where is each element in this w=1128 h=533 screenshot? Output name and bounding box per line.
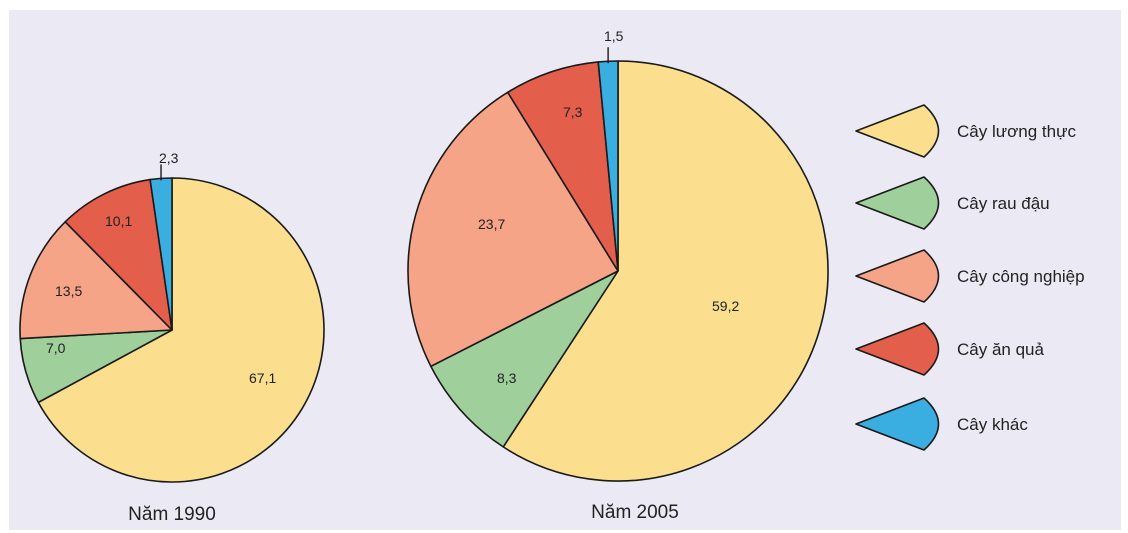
legend-swatch-cay-rau-dau — [855, 176, 940, 230]
legend-item-cay-an-qua: Cây ăn quả — [855, 322, 1044, 376]
legend-label-cay-rau-dau: Cây rau đậu — [957, 194, 1050, 213]
pie-slice-cay-rau-dau — [430, 270, 619, 448]
legend-label-cay-an-qua: Cây ăn quả — [957, 340, 1044, 359]
legend-swatch-cay-an-qua — [855, 322, 940, 376]
value-label-cay-luong-thuc: 59,2 — [712, 298, 739, 314]
value-label-cay-cong-nghiep: 13,5 — [55, 283, 82, 299]
pie-slice-cay-luong-thuc — [37, 177, 325, 483]
value-label-cay-an-qua: 10,1 — [105, 213, 132, 229]
legend: Cây lương thực Cây rau đậu Cây công nghiệp… — [855, 104, 1085, 451]
pie-slice-cay-an-qua — [64, 178, 173, 331]
pie-slice-cay-luong-thuc — [502, 60, 829, 482]
year-label: Năm 2005 — [591, 502, 679, 523]
legend-item-cay-luong-thuc: Cây lương thực — [855, 104, 1076, 158]
value-label-cay-rau-dau: 8,3 — [497, 370, 517, 386]
value-label-cay-an-qua: 7,3 — [563, 104, 583, 120]
value-label-cay-khac: 1,5 — [604, 28, 624, 44]
legend-swatch-cay-cong-nghiep — [855, 249, 940, 303]
legend-label-cay-khac: Cây khác — [957, 415, 1028, 434]
legend-label-cay-cong-nghiep: Cây công nghiệp — [957, 267, 1085, 286]
legend-item-cay-khac: Cây khác — [855, 397, 1028, 451]
value-label-cay-khac: 2,3 — [159, 150, 179, 166]
legend-item-cay-rau-dau: Cây rau đậu — [855, 176, 1050, 230]
pie-slice-cay-cong-nghiep — [407, 91, 619, 368]
pie-slice-cay-cong-nghiep — [19, 221, 173, 340]
legend-item-cay-cong-nghiep: Cây công nghiệp — [855, 249, 1085, 303]
legend-swatch-cay-luong-thuc — [855, 104, 940, 158]
pie-chart-1: 59,2 8,3 23,7 7,3 1,5 Năm 2005 — [407, 28, 829, 523]
pie-chart-0: 67,1 7,0 13,5 10,1 2,3 Năm 1990 — [19, 150, 325, 525]
legend-label-cay-luong-thuc: Cây lương thực — [957, 122, 1076, 141]
value-label-cay-luong-thuc: 67,1 — [249, 370, 276, 386]
year-label: Năm 1990 — [128, 504, 216, 525]
value-label-cay-cong-nghiep: 23,7 — [478, 216, 505, 232]
legend-swatch-cay-khac — [855, 397, 940, 451]
value-label-cay-rau-dau: 7,0 — [46, 340, 66, 356]
